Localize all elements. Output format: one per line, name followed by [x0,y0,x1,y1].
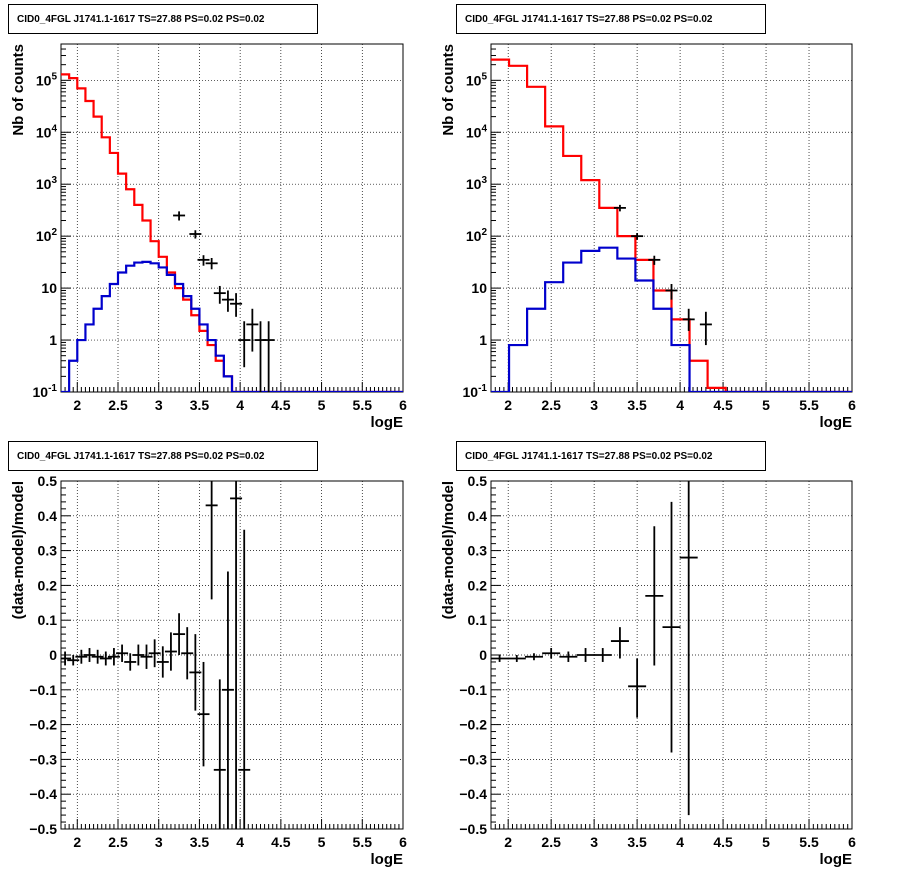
panel2-hist-series-0 [491,58,852,392]
panel1-x-tick-label: 2.5 [108,397,128,413]
panel4-x-tick-label: 2 [504,834,512,850]
panel4-x-tick-label: 3.5 [627,834,647,850]
panel2-y-tick-label: 1 [479,332,487,348]
panel2-x-tick-label: 2 [504,397,512,413]
panel3-y-tick-label: 0.4 [38,508,58,524]
panel4-y-axis-label: (data-model)/model [440,481,457,619]
panel2-x-tick-label: 3.5 [627,397,647,413]
panel3-y-tick-label: −0.2 [29,717,57,733]
panel4-title: CID0_4FGL J1741.1-1617 TS=27.88 PS=0.02 … [456,441,766,471]
panel2-y-tick-label: 102 [466,227,488,244]
panel1-title: CID0_4FGL J1741.1-1617 TS=27.88 PS=0.02 … [8,4,318,34]
panel3-x-tick-label: 4 [236,834,244,850]
panel2-y-tick-label: 10 [471,280,487,296]
panel3-x-tick-label: 3.5 [190,834,210,850]
panel4-y-tick-label: −0.1 [459,682,487,698]
panel4-x-tick-label: 5 [762,834,770,850]
panel1-y-tick-label: 10-1 [33,383,58,400]
panel4-y-tick-label: −0.3 [459,751,487,767]
panel1-y-tick-label: 103 [36,175,58,192]
panel4-y-tick-label: −0.2 [459,717,487,733]
panel1-x-tick-label: 3.5 [190,397,210,413]
panel1-y-axis-label: Nb of counts [10,44,27,136]
panel4-y-tick-label: 0.5 [468,473,488,489]
panel2-x-tick-label: 2.5 [541,397,561,413]
panel3-y-tick-label: −0.5 [29,821,57,837]
panel4-y-tick-label: 0 [479,647,487,663]
panel1-x-tick-label: 5.5 [353,397,373,413]
panel1-x-tick-label: 3 [155,397,163,413]
panel4-x-axis-label: logE [820,851,853,868]
panel2-x-axis-label: logE [820,414,853,431]
panel1-y-tick-label: 1 [49,332,57,348]
panel4-x-tick-label: 6 [848,834,856,850]
panel1-hist-series-1 [61,260,403,392]
panel1-x-tick-label: 4.5 [271,397,291,413]
panel4-y-tick-label: 0.2 [468,577,488,593]
panel3-x-tick-label: 3 [155,834,163,850]
panel4-x-tick-label: 4.5 [713,834,733,850]
panel4-y-tick-label: 0.4 [468,508,488,524]
panel4-x-tick-label: 3 [590,834,598,850]
panel2-y-tick-label: 104 [466,123,488,140]
panel3-y-tick-label: 0.1 [38,612,58,628]
panel3-x-tick-label: 2 [73,834,81,850]
panel2-x-tick-label: 5 [762,397,770,413]
panel1-x-tick-label: 5 [318,397,326,413]
panel1-x-tick-label: 2 [73,397,81,413]
panel3-y-tick-label: 0.3 [38,543,58,559]
panel4-y-tick-label: 0.1 [468,612,488,628]
panel2-x-tick-label: 4.5 [713,397,733,413]
panel4-y-tick-label: −0.5 [459,821,487,837]
panel1-x-tick-label: 6 [399,397,407,413]
panel4-y-tick-label: −0.4 [459,786,487,802]
panel1-x-axis-label: logE [371,414,404,431]
panel4-x-tick-label: 4 [676,834,684,850]
panel1-y-tick-label: 105 [36,71,58,88]
panel2-y-tick-label: 103 [466,175,488,192]
panel2-x-tick-label: 6 [848,397,856,413]
panel2-y-axis-label: Nb of counts [440,44,457,136]
panel3-x-tick-label: 5 [318,834,326,850]
panel1-x-tick-label: 4 [236,397,244,413]
panel3-x-tick-label: 2.5 [108,834,128,850]
panel2-x-tick-label: 5.5 [799,397,819,413]
panel2-y-tick-label: 105 [466,71,488,88]
panel3-x-tick-label: 5.5 [353,834,373,850]
panel1-y-tick-label: 10 [41,280,57,296]
panel3-y-tick-label: −0.4 [29,786,57,802]
panel2-title: CID0_4FGL J1741.1-1617 TS=27.88 PS=0.02 … [456,4,766,34]
panel2-y-tick-label: 10-1 [463,383,488,400]
panel2-x-tick-label: 3 [590,397,598,413]
panel3-y-tick-label: −0.1 [29,682,57,698]
panel2-hist-series-1 [491,246,852,392]
panel4-x-tick-label: 2.5 [541,834,561,850]
panel3-y-axis-label: (data-model)/model [10,481,27,619]
panel3-x-axis-label: logE [371,851,404,868]
panel3-y-tick-label: 0.5 [38,473,58,489]
panel3-x-tick-label: 6 [399,834,407,850]
panel3-title: CID0_4FGL J1741.1-1617 TS=27.88 PS=0.02 … [8,441,318,471]
panel1-y-tick-label: 104 [36,123,58,140]
panel3-y-tick-label: −0.3 [29,751,57,767]
panel3-x-tick-label: 4.5 [271,834,291,850]
panel1-y-tick-label: 102 [36,227,58,244]
panel4-x-tick-label: 5.5 [799,834,819,850]
panel2-x-tick-label: 4 [676,397,684,413]
panel3-y-tick-label: 0 [49,647,57,663]
panel3-y-tick-label: 0.2 [38,577,58,593]
panel4-y-tick-label: 0.3 [468,543,488,559]
